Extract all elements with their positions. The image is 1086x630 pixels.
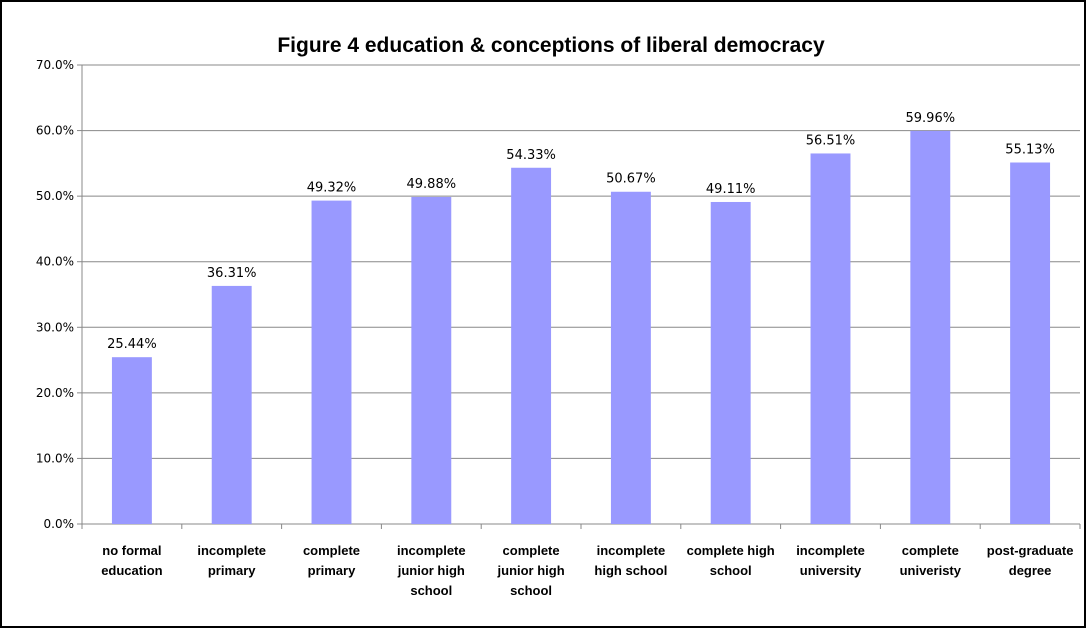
- y-tick-label: 60.0%: [36, 124, 74, 138]
- bar: [810, 153, 851, 524]
- bar: [211, 285, 252, 524]
- x-category-label: complete high school: [687, 543, 775, 578]
- data-label: 25.44%: [107, 337, 157, 352]
- data-label: 54.33%: [506, 148, 556, 163]
- bar: [311, 200, 352, 524]
- x-category-label: incomplete university: [796, 543, 865, 578]
- data-label: 59.96%: [906, 111, 956, 126]
- chart-title: Figure 4 education & conceptions of libe…: [277, 34, 825, 57]
- y-tick-label: 70.0%: [36, 58, 74, 72]
- data-label: 56.51%: [806, 133, 856, 148]
- x-category-label: complete univeristy: [900, 543, 962, 578]
- y-tick-label: 10.0%: [36, 451, 74, 465]
- data-label: 49.32%: [307, 181, 357, 196]
- y-tick-label: 50.0%: [36, 189, 74, 203]
- y-tick-label: 30.0%: [36, 320, 74, 334]
- data-label: 36.31%: [207, 266, 257, 281]
- data-labels: 25.44% 36.31% 49.32% 49.88% 54.33% 50.67% 49.1…: [107, 111, 1055, 352]
- y-tick-label: 40.0%: [36, 255, 74, 269]
- bar: [710, 201, 751, 525]
- data-label: 55.13%: [1005, 143, 1055, 158]
- x-category-label: incomplete junior high school: [397, 543, 466, 598]
- data-label: 49.11%: [706, 182, 756, 197]
- x-category-label: complete junior high school: [497, 543, 565, 598]
- y-axis-tick-labels: 0.0% 10.0% 20.0% 30.0% 40.0% 50.0% 60.0% 70.0%: [36, 58, 74, 531]
- bar: [111, 357, 152, 524]
- y-tick-label: 20.0%: [36, 386, 74, 400]
- x-axis-category-labels: no formal education incomplete primary compl…: [101, 543, 1073, 598]
- x-category-label: complete primary: [303, 543, 360, 578]
- x-category-label: incomplete primary: [197, 543, 266, 578]
- y-tick-label: 0.0%: [44, 517, 75, 531]
- data-label: 49.88%: [407, 177, 457, 192]
- bar: [1010, 162, 1051, 525]
- bars: [111, 130, 1051, 525]
- bar: [910, 130, 951, 524]
- bar: [511, 167, 552, 524]
- bar: [411, 196, 452, 524]
- x-category-label: incomplete high school: [594, 543, 667, 578]
- bar: [610, 191, 651, 524]
- x-category-label: post-graduate degree: [987, 543, 1074, 578]
- data-label: 50.67%: [606, 172, 656, 187]
- x-category-label: no formal education: [101, 543, 162, 578]
